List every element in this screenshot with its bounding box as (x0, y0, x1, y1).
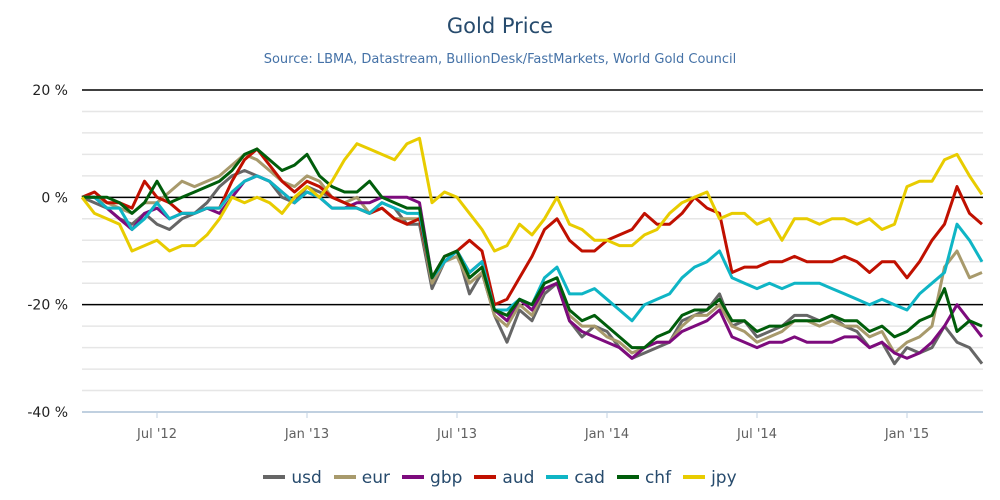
legend-label: eur (361, 468, 391, 488)
y-axis-labels: 20 % 0 % -20 % -40 % (27, 83, 68, 421)
series-line-aud (81, 147, 983, 307)
series-lines (80, 136, 984, 366)
legend-label: gbp (430, 468, 463, 488)
legend-swatch (474, 474, 497, 479)
y-tick-label: 20 % (32, 83, 68, 99)
legend-item-cad[interactable]: cad (546, 468, 605, 488)
x-tick-label: Jul '13 (436, 427, 477, 442)
x-tick-label: Jan '13 (284, 427, 329, 442)
legend-item-eur[interactable]: eur (333, 468, 391, 488)
legend-label: aud (502, 468, 535, 488)
legend: usd eur gbp aud cad chf jpy (0, 468, 1000, 488)
x-tick-label: Jan '15 (884, 427, 929, 442)
y-tick-label: -40 % (27, 405, 68, 421)
legend-item-usd[interactable]: usd (263, 468, 322, 488)
legend-item-chf[interactable]: chf (616, 468, 672, 488)
gridlines (82, 89, 983, 392)
y-tick-label: 0 % (41, 190, 68, 206)
series-line-jpy (80, 136, 984, 253)
legend-item-gbp[interactable]: gbp (402, 468, 462, 488)
legend-label: usd (291, 468, 322, 488)
y-tick-label: -20 % (27, 298, 68, 314)
legend-swatch (683, 474, 706, 479)
legend-item-aud[interactable]: aud (474, 468, 534, 488)
legend-label: jpy (711, 468, 737, 488)
series-line-gbp (82, 174, 984, 360)
x-tick-label: Jul '12 (136, 427, 177, 442)
chart-subtitle: Source: LBMA, Datastream, BullionDesk/Fa… (263, 52, 737, 67)
legend-swatch (263, 474, 286, 479)
series-line-eur (82, 152, 983, 355)
legend-label: chf (644, 468, 672, 488)
legend-swatch (616, 474, 639, 479)
series-line-usd (81, 169, 984, 366)
legend-item-jpy[interactable]: jpy (683, 468, 737, 488)
chart-title: Gold Price (446, 14, 554, 38)
x-tick-label: Jul '14 (736, 427, 777, 442)
legend-swatch (402, 474, 425, 479)
series-line-chf (82, 147, 983, 350)
x-tick-label: Jan '14 (584, 427, 629, 442)
x-axis: Jul '12 Jan '13 Jul '13 Jan '14 Jul '14 Jan '… (82, 411, 983, 442)
legend-swatch (333, 474, 356, 479)
legend-swatch (546, 474, 569, 479)
legend-label: cad (574, 468, 605, 488)
